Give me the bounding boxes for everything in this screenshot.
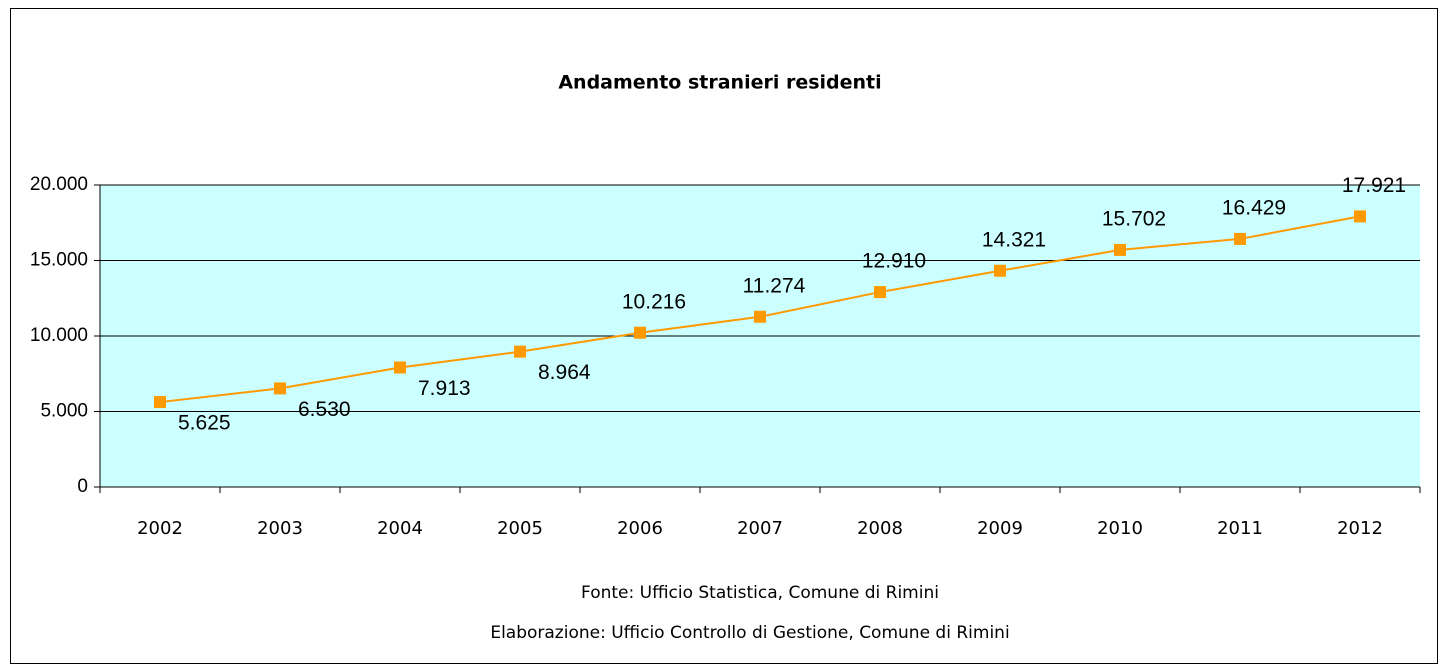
x-tick-label: 2002 <box>137 518 183 539</box>
data-label: 15.702 <box>1102 207 1166 230</box>
x-tick-label: 2010 <box>1097 518 1143 539</box>
data-label: 6.530 <box>298 398 351 421</box>
y-tick-label: 15.000 <box>30 250 88 271</box>
x-tick-label: 2005 <box>497 518 543 539</box>
y-tick-label: 10.000 <box>30 325 88 346</box>
marker <box>514 345 526 358</box>
y-tick-label: 0 <box>77 476 88 497</box>
marker <box>154 396 166 409</box>
data-label: 12.910 <box>862 250 926 273</box>
x-tick-label: 2009 <box>977 518 1023 539</box>
marker <box>1234 232 1246 245</box>
footnote: Fonte: Ufficio Statistica, Comune di Rim… <box>581 583 939 603</box>
marker <box>1114 243 1126 256</box>
x-tick-label: 2011 <box>1217 518 1263 539</box>
x-tick-label: 2004 <box>377 518 423 539</box>
x-tick-label: 2008 <box>857 518 903 539</box>
marker <box>754 310 766 323</box>
marker <box>994 264 1006 277</box>
footnote: Elaborazione: Ufficio Controllo di Gesti… <box>490 623 1009 643</box>
x-tick-label: 2007 <box>737 518 783 539</box>
x-tick-label: 2003 <box>257 518 303 539</box>
data-label: 10.216 <box>622 290 686 313</box>
data-label: 7.913 <box>418 377 471 400</box>
marker <box>874 286 886 299</box>
marker <box>1354 210 1366 223</box>
marker <box>634 326 646 339</box>
data-label: 14.321 <box>982 228 1046 251</box>
y-tick-label: 5.000 <box>40 401 88 422</box>
data-label: 11.274 <box>743 274 806 297</box>
data-label: 8.964 <box>538 361 591 384</box>
y-tick-label: 20.000 <box>30 174 88 195</box>
x-tick-label: 2006 <box>617 518 663 539</box>
data-label: 16.429 <box>1222 196 1286 219</box>
marker <box>274 382 286 395</box>
marker <box>394 361 406 374</box>
data-label: 17.921 <box>1342 174 1406 197</box>
data-label: 5.625 <box>178 412 231 435</box>
x-tick-label: 2012 <box>1337 518 1383 539</box>
chart-title: Andamento stranieri residenti <box>558 72 881 94</box>
